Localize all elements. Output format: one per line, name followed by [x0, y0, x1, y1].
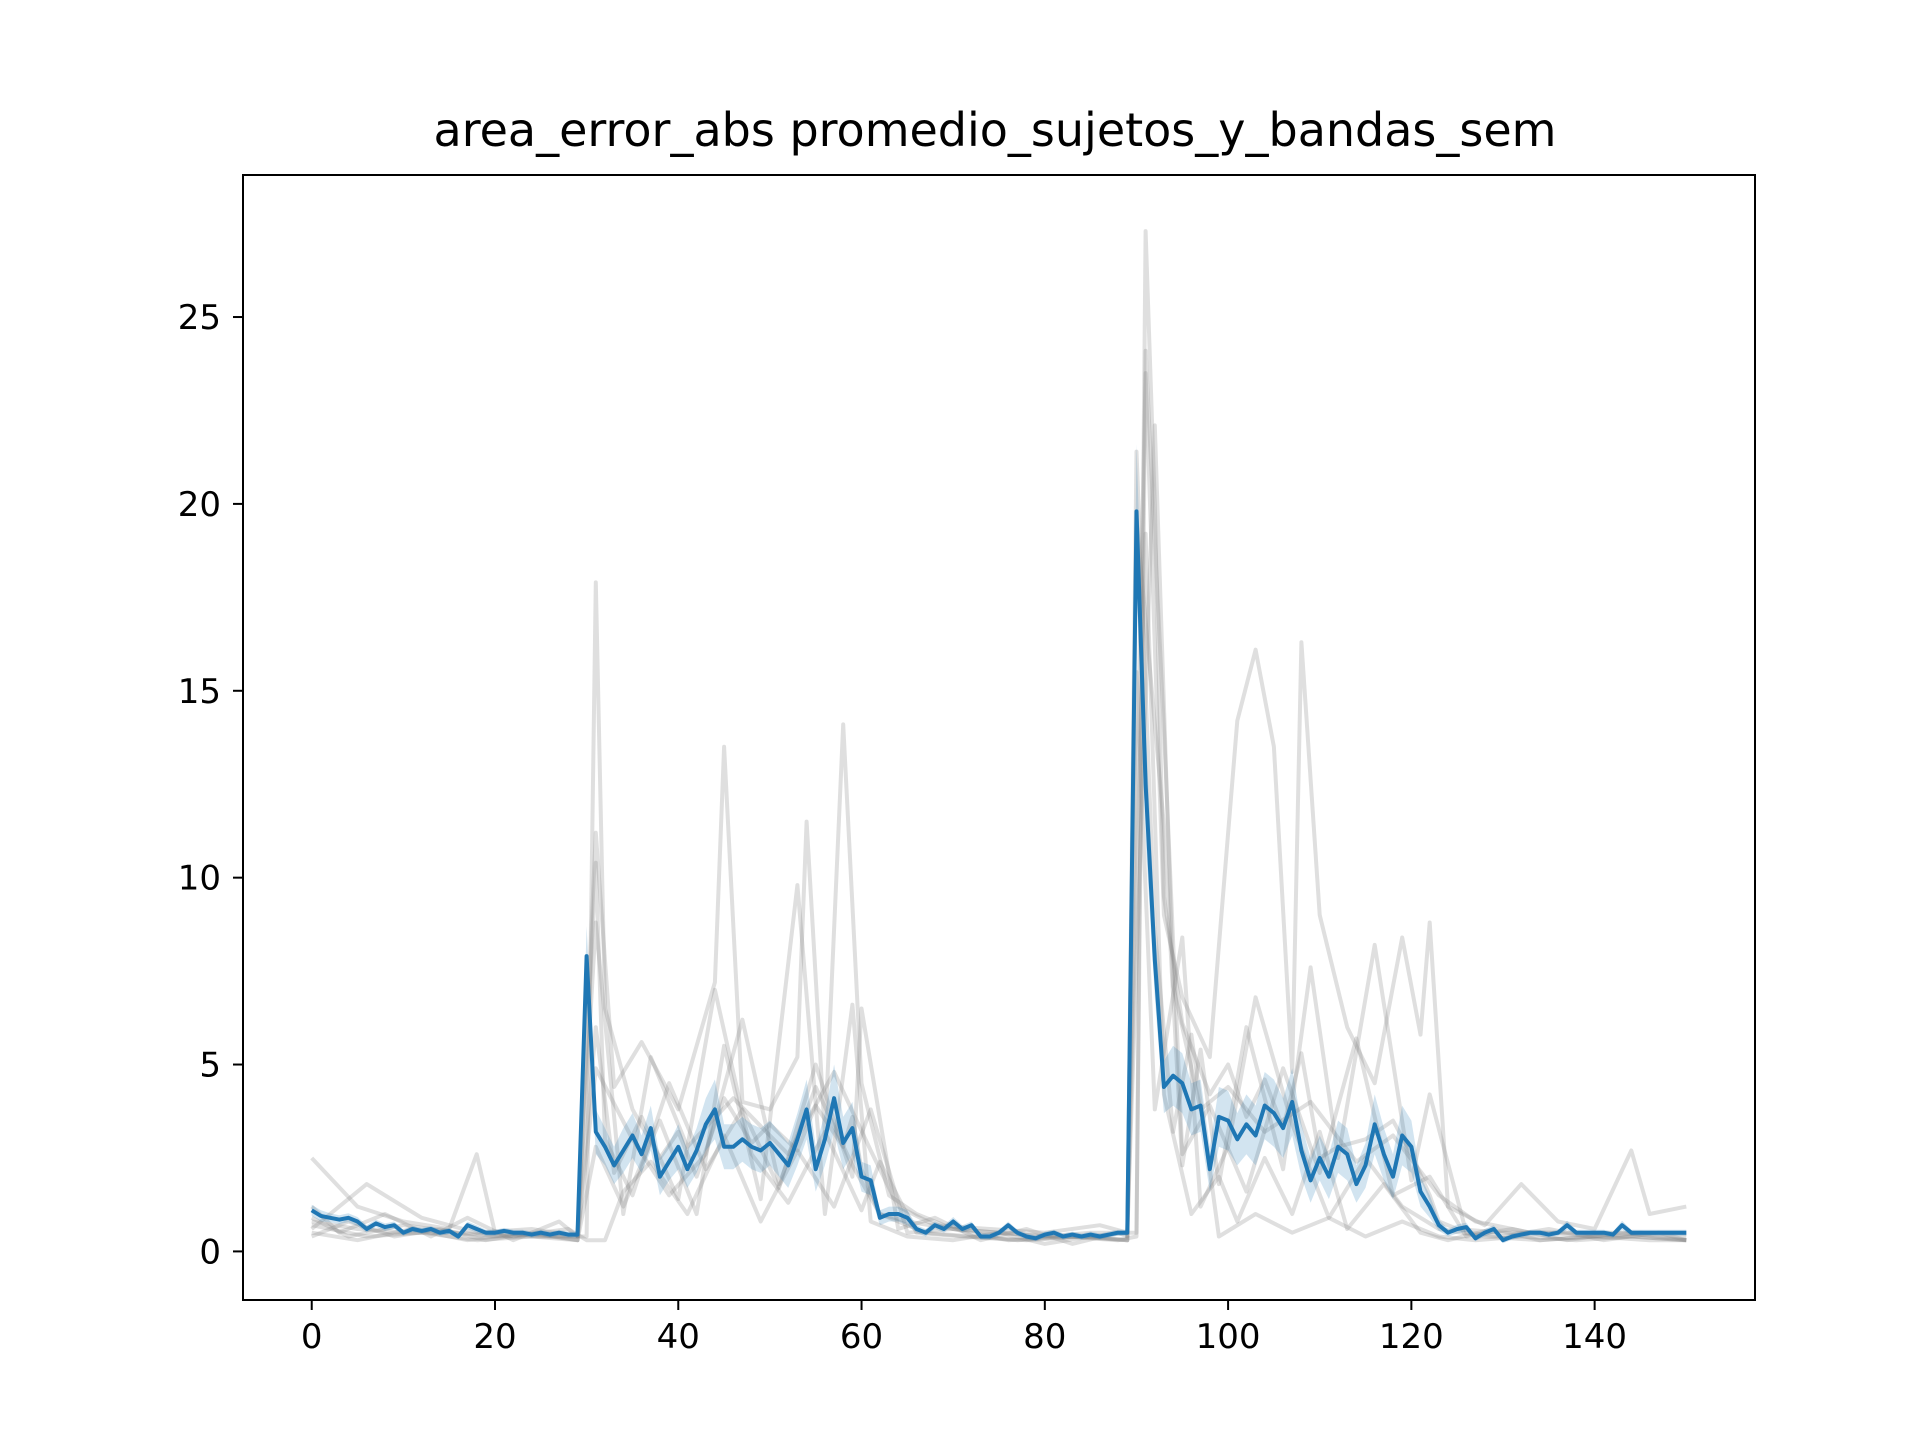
axes: 0 20 40 60 80 100 120 140 0 5 10 15 20 25: [178, 174, 1756, 1357]
y-tick-label: 5: [199, 1046, 221, 1086]
subject-line-4: [310, 531, 1687, 1246]
x-tick-label: 60: [840, 1317, 883, 1357]
y-tick-label: 10: [178, 859, 221, 899]
x-tick-label: 20: [473, 1317, 516, 1357]
subject-line-7: [310, 348, 1687, 1243]
x-tick-label: 120: [1379, 1317, 1444, 1357]
x-tick-label: 140: [1562, 1317, 1627, 1357]
x-tick-label: 100: [1196, 1317, 1261, 1357]
x-tick-label: 80: [1023, 1317, 1066, 1357]
subject-line-6: [311, 449, 1687, 1243]
axes-frame: [242, 174, 1756, 1301]
y-tick-label: 0: [199, 1232, 221, 1272]
mean-line: [310, 509, 1687, 1243]
chart-title: area_error_abs promedio_sujetos_y_bandas…: [434, 103, 1557, 157]
plot-area: [310, 229, 1687, 1246]
plot-clipped-group: [310, 229, 1687, 1246]
y-tick-label: 15: [178, 672, 221, 712]
y-tick-label: 20: [178, 485, 221, 525]
x-tick-label: 40: [657, 1317, 700, 1357]
y-tick-label: 25: [178, 298, 221, 338]
x-tick-label: 0: [301, 1317, 323, 1357]
